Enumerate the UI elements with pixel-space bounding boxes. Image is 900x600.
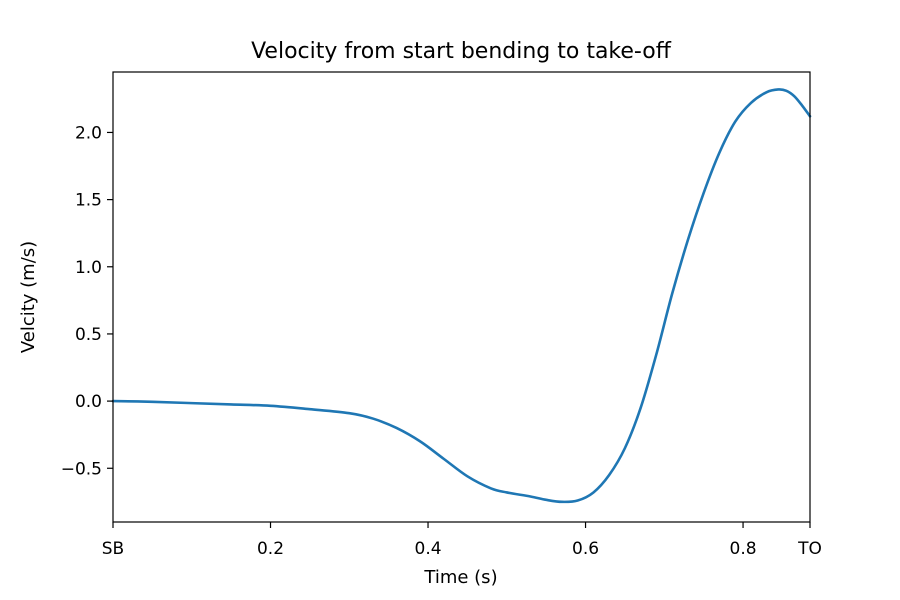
axes-frame [112, 71, 811, 523]
y-tick-label: 0.0 [75, 392, 102, 412]
x-tick-label: 0.2 [257, 539, 284, 559]
x-axis-label: Time (s) [423, 567, 497, 588]
velocity-series-line [111, 88, 812, 504]
y-axis-label: Velcity (m/s) [18, 241, 39, 353]
x-tick-label: TO [797, 539, 822, 559]
y-tick-label: 1.5 [75, 191, 102, 211]
x-tick-label: 0.4 [415, 539, 442, 559]
y-tick-label: 1.0 [75, 258, 102, 278]
x-tick-label: SB [102, 539, 124, 559]
y-tick-label: −0.5 [61, 459, 102, 479]
y-tick-label: 2.0 [75, 123, 102, 143]
x-tick-label: 0.6 [572, 539, 599, 559]
y-tick-label: 0.5 [75, 325, 102, 345]
plot-area [111, 88, 812, 504]
x-axis: SB 0.2 0.4 0.6 0.8 TO [102, 522, 822, 559]
x-tick-label: 0.8 [730, 539, 757, 559]
chart-title: Velocity from start bending to take-off [251, 39, 672, 64]
y-axis: −0.5 0.0 0.5 1.0 1.5 2.0 [61, 123, 113, 479]
